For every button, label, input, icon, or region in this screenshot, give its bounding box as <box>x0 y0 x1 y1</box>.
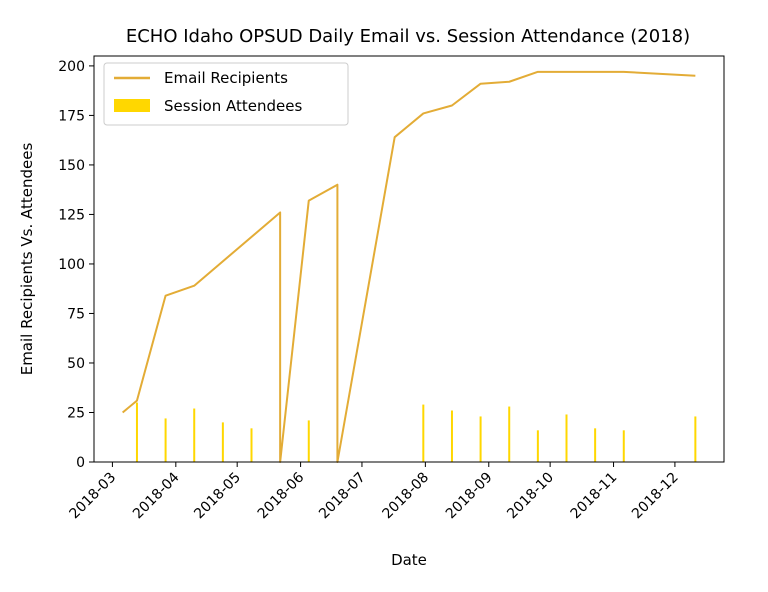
plot-frame <box>93 55 725 463</box>
y-axis: 0 25 50 75 100 125 150 175 200 <box>58 59 94 471</box>
attendee-bar <box>307 420 310 462</box>
attendee-bar <box>250 428 253 462</box>
y-axis-label: Email Recipients Vs. Attendees <box>18 143 36 376</box>
y-tick-label: 75 <box>67 306 85 322</box>
legend-label-attendees: Session Attendees <box>164 97 302 115</box>
attendee-bar <box>594 428 597 462</box>
y-tick-label: 0 <box>76 455 85 471</box>
attendee-bar <box>450 410 453 462</box>
y-tick-label: 50 <box>67 356 85 372</box>
attendee-bar <box>479 416 482 462</box>
attendee-bars <box>135 402 697 462</box>
attendee-bar <box>221 422 224 462</box>
y-tick-label: 125 <box>58 207 85 223</box>
legend: Email Recipients Session Attendees <box>103 62 349 126</box>
attendee-bar <box>694 416 697 462</box>
legend-box <box>103 62 349 126</box>
y-tick-label: 150 <box>58 158 85 174</box>
attendee-bar <box>565 414 568 462</box>
legend-bar-swatch <box>114 99 150 112</box>
attendee-bar <box>135 402 138 462</box>
legend-label-email: Email Recipients <box>164 69 288 87</box>
attendee-bar <box>422 404 425 462</box>
y-tick-label: 200 <box>58 59 85 75</box>
y-tick-label: 175 <box>58 108 85 124</box>
y-tick-label: 100 <box>58 257 85 273</box>
chart-title: ECHO Idaho OPSUD Daily Email vs. Session… <box>126 26 690 47</box>
attendee-bar <box>193 408 196 462</box>
y-tick-label: 25 <box>67 405 85 421</box>
x-axis-label: Date <box>391 551 427 569</box>
plot-area <box>93 55 725 463</box>
attendee-bar <box>164 418 167 462</box>
attendee-bar <box>536 430 539 462</box>
attendee-bar <box>622 430 625 462</box>
attendee-bar <box>508 406 511 462</box>
